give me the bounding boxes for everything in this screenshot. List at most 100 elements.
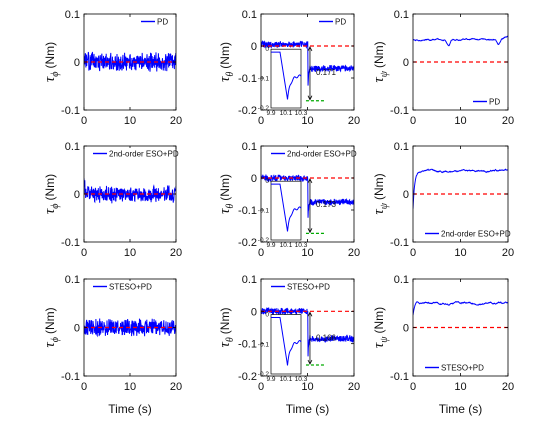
y-axis-label: τψ(Nm) [371,41,390,82]
y-tick-label: 0 [251,173,257,185]
delta-annotation: 0.166 [305,311,337,366]
legend: 2nd-order ESO+PD [268,148,357,159]
arrow-head-top [307,178,313,184]
subplot-p33: 0 10 20-0.100.1τψ(Nm)STESO+PD [371,274,514,393]
y-tick-label: 0 [403,57,409,69]
subplot-p22: 0 10 20 -0.2 -0.1 0 0.1 τθ(Nm) 2nd-order ESO+PD 9… [217,141,360,259]
series-line-0 [413,300,508,316]
x-tick-label: 20 [170,381,182,393]
series-line-0 [261,40,354,86]
inset-x-tick-label: 10.3 [295,110,308,117]
inset-plot: 9.9 10.1 10.3 0 -0.1 -0.2 [258,178,308,249]
subplot-p21: 0 10 20-0.100.1τϕ(Nm)2nd-order ESO+PD [42,141,182,259]
subplot-p11: 0 10 20-0.100.1τϕ(Nm)PD [42,9,182,127]
subplot-p31: 0 10 20-0.100.1τϕ(Nm)STESO+PD [42,274,182,393]
x-tick-label: 0 [258,247,264,259]
legend-box [422,228,506,239]
legend-box [90,148,174,159]
inset-series-line [271,183,302,232]
annotation-label: 0.166 [316,333,337,342]
legend-box [422,362,506,373]
arrow-head-top [307,46,313,52]
x-axis-label-0: Time (s) [108,402,152,416]
arrow-head-bottom [307,228,313,234]
inset-y-tick-label: -0.2 [258,237,270,244]
legend: STESO+PD [90,281,174,292]
subplot-p13: 0 10 20-0.100.1τψ(Nm)PD [371,9,514,127]
legend-box [316,16,352,27]
x-tick-label: 10 [301,247,313,259]
y-axis-label: τϕ(Nm) [42,42,61,82]
y-tick-label: 0.1 [65,274,80,286]
legend-box [90,281,174,292]
annotation-label: 0.173 [316,200,337,209]
series-line-0 [261,306,354,357]
subplot-p23: 0 10 20-0.100.1τψ(Nm)2nd-order ESO+PD [371,141,514,259]
x-tick-label: 10 [454,115,466,127]
y-tick-label: -0.2 [238,237,257,249]
inset-x-tick-label: 9.9 [266,242,275,249]
y-tick-label: -0.2 [238,371,257,383]
y-axis-label: τθ(Nm) [217,308,236,348]
x-tick-label: 20 [502,247,514,259]
inset-x-tick-label: 10.3 [295,242,308,249]
legend-label: PD [489,98,500,107]
series-line-0 [84,318,176,338]
y-tick-label: -0.1 [61,237,80,249]
inset-box [270,180,302,241]
inset-plot: 9.9 10.1 10.3 0 -0.1 -0.2 [258,46,308,117]
x-tick-label: 20 [348,247,360,259]
legend-box [470,96,506,107]
annotation-label: 0.171 [316,68,337,77]
x-tick-label: 0 [81,381,87,393]
inset-series-line [271,51,302,100]
y-tick-label: 0 [74,189,80,201]
arrow-head-bottom [307,359,313,365]
y-tick-label: 0.1 [394,9,409,21]
x-tick-label: 0 [258,115,264,127]
legend-label: STESO+PD [109,283,152,292]
y-tick-label: -0.1 [238,73,257,85]
legend-label: 2nd-order ESO+PD [109,150,179,159]
x-tick-label: 0 [410,115,416,127]
legend: PD [470,96,506,107]
inset-x-tick-label: 9.9 [266,376,275,383]
x-tick-label: 0 [81,247,87,259]
inset-plot: 9.9 10.1 10.3 0 -0.1 -0.2 [258,312,308,383]
y-tick-label: 0.1 [242,141,257,153]
x-tick-label: 20 [170,247,182,259]
y-tick-label: -0.1 [61,371,80,383]
legend: STESO+PD [268,281,352,292]
y-tick-label: -0.1 [390,237,409,249]
y-tick-label: 0.1 [65,141,80,153]
y-axis-label: τϕ(Nm) [42,174,61,214]
x-tick-label: 0 [410,247,416,259]
y-tick-label: 0.1 [242,9,257,21]
x-tick-label: 20 [502,381,514,393]
series-line-0 [413,35,508,47]
x-tick-label: 10 [301,115,313,127]
inset-y-tick-label: -0.2 [258,105,270,112]
legend-label: 2nd-order ESO+PD [287,150,357,159]
y-tick-label: 0 [403,189,409,201]
delta-annotation: 0.173 [305,178,337,234]
legend-box [268,281,352,292]
y-axis-label: τθ(Nm) [217,42,236,82]
legend-box [268,148,352,159]
inset-x-tick-label: 10.3 [295,376,308,383]
x-tick-label: 0 [410,381,416,393]
legend-label: PD [157,18,168,27]
x-tick-label: 20 [348,115,360,127]
series-line-0 [84,51,176,72]
x-tick-label: 10 [301,381,313,393]
y-tick-label: -0.1 [238,205,257,217]
inset-y-tick-label: -0.1 [258,76,270,83]
legend: 2nd-order ESO+PD [90,148,179,159]
subplot-p12: 0 10 20-0.2-0.100.1τθ(Nm)PD9.9 10.1 10.30-0.… [217,9,360,127]
x-tick-label: 10 [124,247,136,259]
legend: PD [138,16,174,27]
x-axis-label-1: Time (s) [286,402,330,416]
legend: PD [316,16,352,27]
y-axis-label: τθ(Nm) [217,174,236,214]
